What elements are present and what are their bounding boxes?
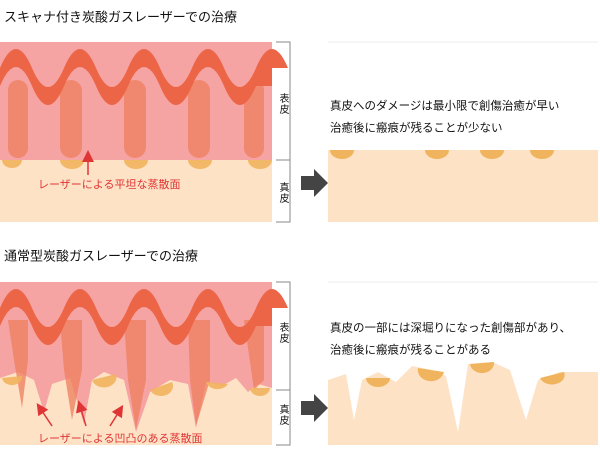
skin-diagram — [0, 282, 288, 445]
layer-label: 真皮 — [277, 403, 289, 426]
layer-label: 真皮 — [277, 181, 289, 204]
scarred-skin — [328, 362, 598, 445]
annotation: レーザーによる凹凸のある蒸散面 — [38, 431, 202, 445]
annotation: レーザーによる平坦な蒸散面 — [38, 177, 180, 191]
section-title: 通常型炭酸ガスレーザーでの治療 — [4, 250, 198, 265]
healed-skin — [328, 150, 598, 222]
arrow — [301, 169, 328, 197]
layer-label: 表皮 — [277, 92, 289, 115]
layer-label: 表皮 — [277, 321, 289, 344]
result-text: 真皮の一部には深堀りになった創傷部があり、 — [330, 321, 571, 335]
skin-diagram — [0, 42, 288, 222]
result-text: 治癒後に瘢痕が残ることが少ない — [330, 121, 503, 135]
section-title: スキャナ付き炭酸ガスレーザーでの治療 — [4, 11, 237, 26]
arrow — [301, 394, 328, 422]
result-text: 真皮へのダメージは最小限で創傷治癒が早い — [330, 99, 559, 113]
result-text: 治癒後に瘢痕が残ることがある — [330, 343, 491, 357]
